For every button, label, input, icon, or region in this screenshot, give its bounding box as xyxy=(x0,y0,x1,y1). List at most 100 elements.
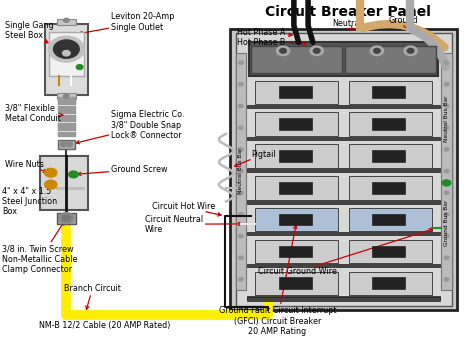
Bar xyxy=(49,32,84,76)
Circle shape xyxy=(238,148,243,151)
Circle shape xyxy=(238,234,243,238)
Circle shape xyxy=(238,278,243,281)
Bar xyxy=(236,52,246,290)
Bar xyxy=(373,150,405,162)
Circle shape xyxy=(444,61,449,64)
Bar xyxy=(255,144,338,168)
Circle shape xyxy=(48,36,84,62)
Bar xyxy=(255,240,338,263)
Bar xyxy=(349,272,432,295)
Circle shape xyxy=(45,180,57,189)
Circle shape xyxy=(444,256,449,259)
Bar xyxy=(249,42,438,76)
Circle shape xyxy=(444,83,449,86)
Text: Neutral Bus Bar: Neutral Bus Bar xyxy=(444,96,449,142)
Text: 3/8 in. Twin Screw
Non-Metallic Cable
Clamp Connector: 3/8 in. Twin Screw Non-Metallic Cable Cl… xyxy=(2,222,78,274)
Bar xyxy=(247,168,440,172)
Circle shape xyxy=(310,46,323,55)
Bar xyxy=(57,43,60,48)
Bar xyxy=(57,93,76,99)
Circle shape xyxy=(276,46,290,55)
Bar xyxy=(349,144,432,168)
Circle shape xyxy=(69,171,78,178)
Circle shape xyxy=(62,215,71,221)
Bar xyxy=(349,176,432,200)
Bar xyxy=(373,118,405,130)
Text: Ground Screw: Ground Screw xyxy=(78,165,168,175)
Circle shape xyxy=(313,48,320,53)
Text: Neutral Bus Bar: Neutral Bus Bar xyxy=(238,148,243,194)
Text: Hot Phase A: Hot Phase A xyxy=(237,28,292,37)
Text: NM-B 12/2 Cable (20 AMP Rated): NM-B 12/2 Cable (20 AMP Rated) xyxy=(38,321,170,330)
Bar xyxy=(255,81,338,104)
Circle shape xyxy=(76,65,83,69)
Circle shape xyxy=(374,48,380,53)
Bar xyxy=(73,43,76,48)
Text: Sigma Electric Co.
3/8" Double Snap
Lock® Connector: Sigma Electric Co. 3/8" Double Snap Lock… xyxy=(76,110,185,144)
Circle shape xyxy=(60,142,67,147)
Circle shape xyxy=(444,169,449,173)
Circle shape xyxy=(238,256,243,259)
Text: Circuit Hot Wire: Circuit Hot Wire xyxy=(152,202,221,216)
Bar xyxy=(373,182,405,194)
Bar xyxy=(279,150,311,162)
Bar xyxy=(255,113,338,136)
Bar xyxy=(255,176,338,200)
Text: Ground Fault Circuit Interrupt
(GFCI) Circuit Breaker
20 AMP Rating: Ground Fault Circuit Interrupt (GFCI) Ci… xyxy=(219,225,336,336)
Circle shape xyxy=(442,180,451,186)
Bar xyxy=(251,46,342,73)
Circle shape xyxy=(45,168,57,177)
Circle shape xyxy=(444,278,449,281)
Circle shape xyxy=(66,142,73,147)
Bar xyxy=(373,214,405,225)
Bar xyxy=(373,86,405,98)
Circle shape xyxy=(238,191,243,194)
Bar xyxy=(279,118,311,130)
Bar xyxy=(247,105,440,108)
Circle shape xyxy=(238,169,243,173)
Bar xyxy=(247,296,440,299)
Bar xyxy=(279,277,311,289)
Circle shape xyxy=(238,61,243,64)
Circle shape xyxy=(64,94,69,98)
Bar xyxy=(349,240,432,263)
Circle shape xyxy=(444,191,449,194)
Bar xyxy=(57,213,76,224)
Circle shape xyxy=(407,48,414,53)
Bar xyxy=(230,29,457,310)
Circle shape xyxy=(444,104,449,108)
Bar xyxy=(279,246,311,257)
Text: Single Gang
Steel Box: Single Gang Steel Box xyxy=(5,21,54,43)
Bar xyxy=(45,24,88,95)
Text: Pigtail: Pigtail xyxy=(235,150,276,166)
Circle shape xyxy=(238,104,243,108)
Bar xyxy=(255,208,338,231)
Text: Wire Nuts: Wire Nuts xyxy=(5,160,47,172)
Circle shape xyxy=(238,83,243,86)
Circle shape xyxy=(238,213,243,216)
Text: 4" x 4" x 1.5"
Steel Junction
Box: 4" x 4" x 1.5" Steel Junction Box xyxy=(2,184,57,217)
Bar xyxy=(349,208,432,231)
Text: Ground: Ground xyxy=(389,16,418,28)
Bar xyxy=(247,264,440,267)
Bar xyxy=(247,136,440,140)
Bar xyxy=(255,272,338,295)
Bar xyxy=(247,298,440,301)
Bar xyxy=(373,277,405,289)
Circle shape xyxy=(444,148,449,151)
Bar xyxy=(279,86,311,98)
Text: Ground Bus Bar: Ground Bus Bar xyxy=(444,200,449,246)
Circle shape xyxy=(238,126,243,130)
Circle shape xyxy=(54,40,79,58)
Text: Branch Circuit: Branch Circuit xyxy=(64,284,121,309)
Text: Neutral: Neutral xyxy=(332,19,361,30)
Circle shape xyxy=(404,46,417,55)
Bar xyxy=(349,81,432,104)
Bar xyxy=(236,33,452,306)
Bar xyxy=(373,246,405,257)
Circle shape xyxy=(370,46,383,55)
Circle shape xyxy=(280,48,286,53)
Circle shape xyxy=(63,50,70,56)
Text: Hot Phase B: Hot Phase B xyxy=(237,38,306,47)
Bar xyxy=(247,232,440,235)
